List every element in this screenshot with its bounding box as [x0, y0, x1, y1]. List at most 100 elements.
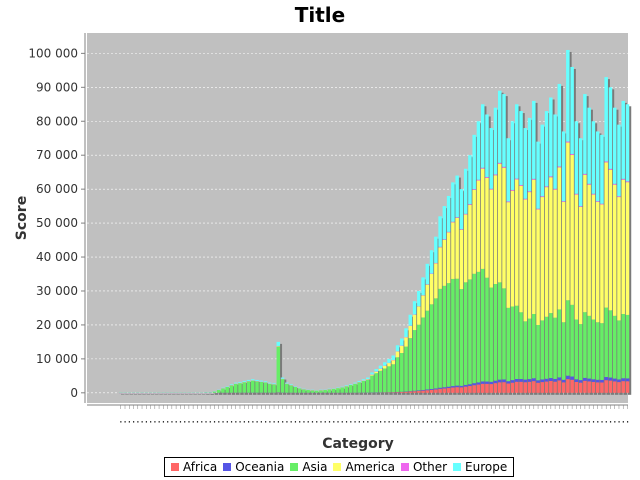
bar-shadow: [423, 279, 427, 395]
bar-segment-africa: [578, 382, 583, 393]
bar-segment-africa: [417, 390, 421, 393]
bar-segment-africa: [451, 387, 455, 393]
bar-segment-asia: [553, 317, 557, 379]
bar-segment-asia: [293, 386, 298, 393]
bar-shadow: [159, 394, 163, 395]
bar-segment-asia: [263, 382, 268, 393]
bar-segment-america: [583, 174, 587, 313]
bar-segment-oceania: [578, 380, 583, 383]
bar-segment-asia: [259, 381, 264, 393]
bar-segment-africa: [489, 384, 493, 393]
x-tick-label: [626, 421, 629, 423]
bar-segment-asia: [216, 389, 221, 393]
legend-swatch: [290, 463, 299, 471]
y-tick-label: 80 000: [36, 114, 78, 128]
bar-segment-asia: [302, 389, 306, 393]
bar-shadow: [223, 389, 227, 395]
bar-segment-america: [442, 239, 447, 286]
bar-segment-asia: [493, 283, 498, 381]
bar-shadow: [197, 394, 202, 395]
chart-title: Title: [294, 3, 346, 27]
bar-segment-america: [421, 295, 425, 318]
bar-segment-other: [506, 201, 511, 203]
bar-segment-africa: [621, 381, 625, 393]
bar-segment-asia: [578, 324, 583, 381]
bar-segment-africa: [408, 391, 413, 393]
bar-shadow: [193, 394, 197, 395]
x-tick-label: [477, 421, 480, 423]
bar-shadow: [227, 388, 231, 395]
bar-segment-europe: [438, 216, 442, 247]
bar-shadow: [393, 357, 398, 395]
bar-segment-europe: [395, 345, 400, 352]
bar-segment-europe: [268, 382, 272, 384]
bar-shadow: [606, 79, 610, 395]
bar-segment-oceania: [515, 378, 519, 382]
x-tick-label: [124, 421, 126, 423]
bar-segment-other: [519, 184, 523, 186]
bar-shadow: [342, 388, 346, 395]
bar-segment-america: [400, 345, 404, 354]
bar-segment-asia: [591, 319, 596, 380]
x-tick-label: [384, 421, 386, 423]
bar-segment-america: [553, 189, 557, 318]
bar-segment-africa: [604, 380, 608, 393]
bar-shadow: [580, 140, 585, 395]
bar-segment-america: [566, 142, 570, 301]
bar-segment-europe: [429, 250, 434, 274]
bar-segment-asia: [523, 321, 528, 380]
x-tick-label: [537, 421, 539, 423]
y-tick-label: 0: [70, 386, 78, 400]
bar-segment-africa: [493, 383, 498, 393]
bar-segment-europe: [391, 355, 396, 361]
bar-segment-asia: [404, 346, 408, 392]
y-tick-label: 100 000: [28, 46, 78, 60]
bar-segment-asia: [289, 385, 293, 393]
x-tick-label: [128, 421, 130, 423]
x-tick-label: [469, 421, 471, 423]
bar-shadow: [406, 330, 410, 395]
bar-shadow: [487, 116, 491, 395]
bar-segment-africa: [404, 391, 408, 393]
bar-segment-america: [276, 346, 281, 347]
bar-segment-asia: [229, 385, 234, 393]
bar-segment-other: [570, 153, 574, 155]
x-tick-label: [401, 421, 403, 423]
bar-segment-america: [438, 247, 442, 289]
bar-segment-asia: [532, 313, 536, 379]
bar-segment-europe: [242, 380, 246, 382]
bar-shadow: [478, 123, 483, 395]
bar-segment-other: [574, 193, 579, 195]
bar-segment-africa: [395, 392, 400, 393]
bar-shadow: [172, 394, 176, 395]
x-tick-label: [588, 421, 590, 423]
bar-segment-europe: [425, 263, 430, 285]
bar-segment-europe: [621, 100, 625, 179]
x-tick-label: [269, 421, 271, 423]
bar-segment-europe: [378, 365, 383, 369]
bar-segment-asia: [361, 380, 366, 393]
bar-segment-africa: [480, 383, 485, 393]
legend-swatch: [171, 463, 179, 471]
bar-segment-asia: [583, 312, 587, 378]
bar-shadow: [470, 157, 474, 395]
bar-segment-africa: [583, 380, 587, 393]
bar-shadow: [419, 292, 423, 395]
bar-segment-europe: [280, 377, 285, 379]
bar-segment-asia: [557, 309, 562, 378]
x-tick-label: [188, 421, 190, 423]
x-tick-label: [362, 421, 365, 423]
bar-segment-europe: [383, 362, 387, 366]
x-tick-label: [222, 421, 224, 423]
bar-segment-other: [527, 191, 532, 193]
x-tick-label: [175, 421, 177, 423]
bar-shadow: [499, 92, 504, 395]
bar-segment-africa: [438, 388, 442, 393]
bar-segment-asia: [489, 287, 493, 382]
bar-shadow: [235, 384, 240, 395]
bar-segment-asia: [421, 317, 425, 390]
bar-segment-america: [429, 273, 434, 305]
x-tick-label: [546, 421, 548, 423]
bar-shadow: [244, 382, 248, 395]
bar-segment-africa: [595, 382, 600, 393]
